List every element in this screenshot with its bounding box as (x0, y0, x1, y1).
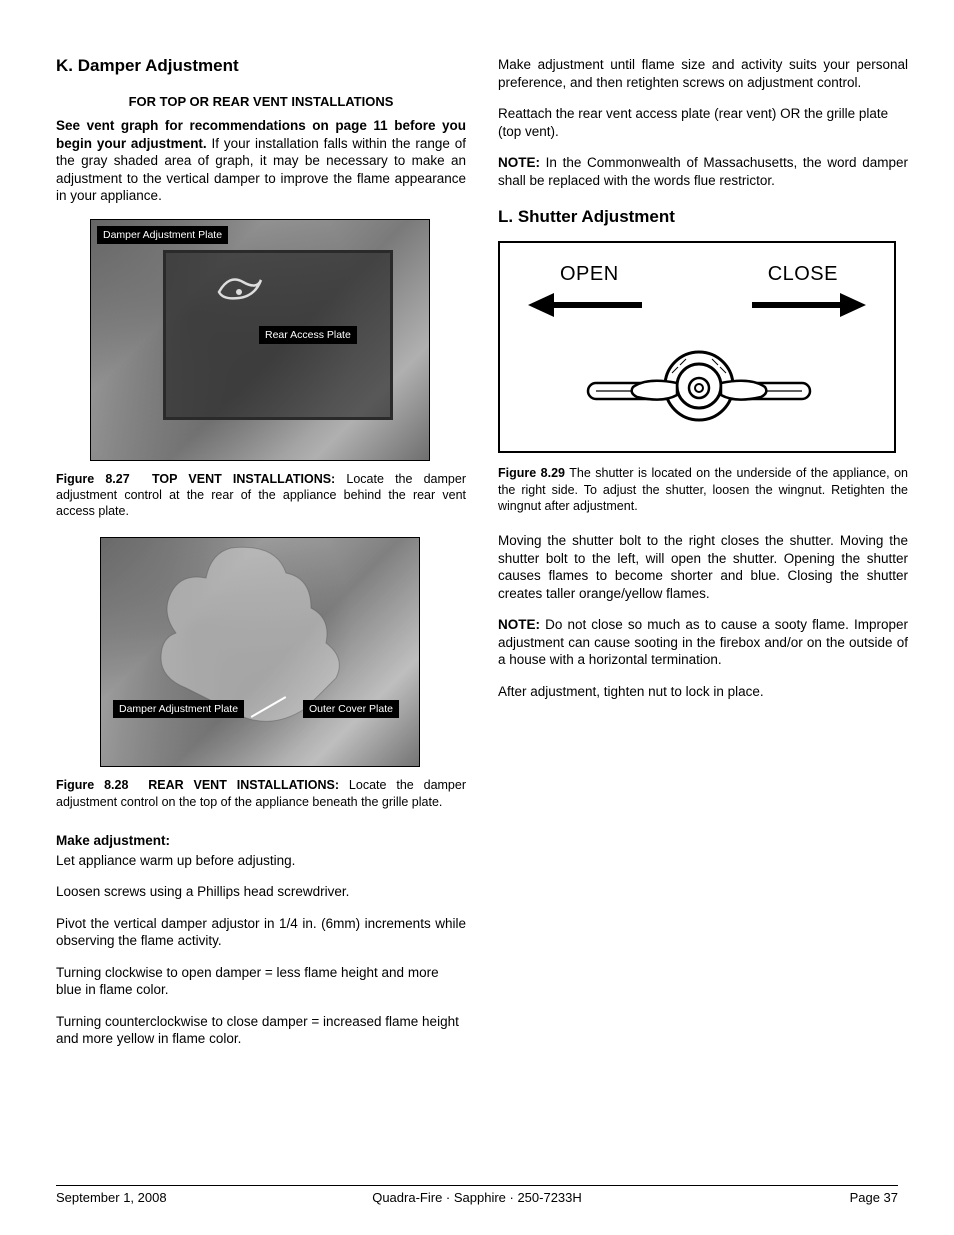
adjust-p2: Loosen screws using a Phillips head scre… (56, 883, 466, 901)
shutter-note: NOTE: Do not close so much as to cause a… (498, 616, 908, 669)
section-l-title: L. Shutter Adjustment (498, 207, 908, 227)
figure-8-28-caption: Figure 8.28 REAR VENT INSTALLATIONS: Loc… (56, 777, 466, 810)
figure-8-29-caption: Figure 8.29 The shutter is located on th… (498, 465, 908, 514)
right-p1: Make adjustment until flame size and act… (498, 56, 908, 91)
figure-8-28: Damper Adjustment Plate Outer Cover Plat… (90, 537, 466, 767)
note-label: NOTE: (498, 617, 540, 632)
figure-8-28-image: Damper Adjustment Plate Outer Cover Plat… (100, 537, 420, 767)
section-k-subhead: FOR TOP OR REAR VENT INSTALLATIONS (56, 94, 466, 109)
adjust-p5: Turning counterclockwise to close damper… (56, 1013, 466, 1048)
fig27-bold: TOP VENT INSTALLATIONS: (152, 472, 335, 486)
figure-8-29-diagram: OPEN CLOSE (498, 241, 896, 453)
footer-center: Quadra-Fire · Sapphire · 250-7233H (56, 1190, 898, 1205)
shutter-p1: Moving the shutter bolt to the right clo… (498, 532, 908, 602)
damper-plate-label: Damper Adjustment Plate (97, 226, 228, 244)
adjust-p3: Pivot the vertical damper adjustor in 1/… (56, 915, 466, 950)
right-p2: Reattach the rear vent access plate (rea… (498, 105, 908, 140)
damper-plate-label: Damper Adjustment Plate (113, 700, 244, 718)
page-footer: September 1, 2008 Quadra-Fire · Sapphire… (56, 1185, 898, 1205)
fig28-ref: Figure 8.28 (56, 778, 128, 792)
section-k-intro: See vent graph for recommendations on pa… (56, 117, 466, 205)
two-column-layout: K. Damper Adjustment FOR TOP OR REAR VEN… (56, 56, 898, 1062)
right-note: NOTE: In the Commonwealth of Massachuset… (498, 154, 908, 189)
adjust-p4: Turning clockwise to open damper = less … (56, 964, 466, 999)
fig29-ref: Figure 8.29 (498, 466, 565, 480)
figure-8-27-image: Damper Adjustment Plate Rear Access Plat… (90, 219, 430, 461)
note-rest: Do not close so much as to cause a sooty… (498, 617, 908, 667)
damper-plate-icon (211, 272, 271, 312)
right-column: Make adjustment until flame size and act… (498, 56, 908, 1062)
adjust-heading: Make adjustment: (56, 833, 170, 848)
hand-icon (101, 538, 420, 767)
page: K. Damper Adjustment FOR TOP OR REAR VEN… (0, 0, 954, 1062)
rear-access-label: Rear Access Plate (259, 326, 357, 344)
outer-cover-label: Outer Cover Plate (303, 700, 399, 718)
fig28-bold: REAR VENT INSTALLATIONS: (148, 778, 339, 792)
note-label: NOTE: (498, 155, 540, 170)
make-adjustment-heading: Make adjustment: (56, 832, 466, 850)
left-column: K. Damper Adjustment FOR TOP OR REAR VEN… (56, 56, 466, 1062)
adjust-p1: Let appliance warm up before adjusting. (56, 852, 466, 870)
shutter-p3: After adjustment, tighten nut to lock in… (498, 683, 908, 701)
note-rest: In the Commonwealth of Massachusetts, th… (498, 155, 908, 188)
section-k-title: K. Damper Adjustment (56, 56, 466, 76)
figure-8-27: Damper Adjustment Plate Rear Access Plat… (90, 219, 466, 461)
fig27-ref: Figure 8.27 (56, 472, 130, 486)
wingnut-icon (500, 243, 898, 455)
figure-8-27-caption: Figure 8.27 TOP VENT INSTALLATIONS: Loca… (56, 471, 466, 520)
